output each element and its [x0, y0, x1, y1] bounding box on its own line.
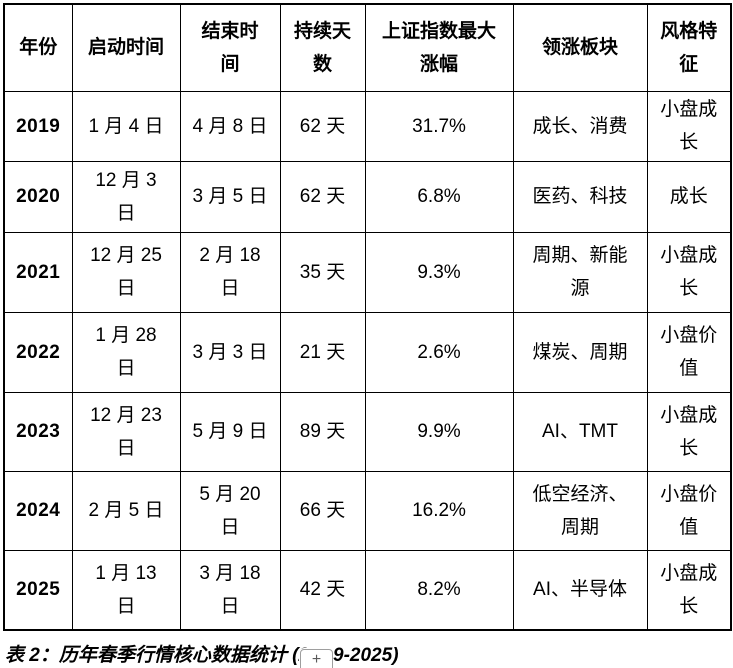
cell-end: 2 月 18 日: [179, 231, 281, 313]
cell-gain: 6.8%: [364, 160, 514, 233]
cell-end: 4 月 8 日: [179, 90, 281, 162]
cell-gain: 8.2%: [364, 549, 514, 631]
cell-gain: 2.6%: [364, 311, 514, 393]
cell-style: 成长: [646, 160, 732, 233]
caption-text-prefix: 表 2：历年春季行情核心数据统计 (2: [5, 645, 310, 666]
cell-start: 12 月 25 日: [71, 231, 181, 313]
cell-end: 3 月 18 日: [179, 549, 281, 631]
cell-start: 1 月 4 日: [71, 90, 181, 162]
col-header-style: 风格特 征: [646, 3, 732, 92]
cell-style: 小盘成 长: [646, 231, 732, 313]
cell-start: 1 月 28 日: [71, 311, 181, 393]
cell-sectors: 周期、新能 源: [512, 231, 648, 313]
col-header-days: 持续天 数: [279, 3, 366, 92]
table-row: 2020 12 月 3 日 3 月 5 日 62 天 6.8% 医药、科技 成长: [3, 160, 732, 233]
table-row: 2023 12 月 23 日 5 月 9 日 89 天 9.9% AI、TMT …: [3, 391, 732, 472]
cell-sectors: AI、半导体: [512, 549, 648, 631]
cell-gain: 31.7%: [364, 90, 514, 162]
cell-style: 小盘成 长: [646, 90, 732, 162]
cell-year: 2020: [3, 160, 73, 233]
cell-sectors: 医药、科技: [512, 160, 648, 233]
cell-year: 2024: [3, 470, 73, 551]
table-row: 2024 2 月 5 日 5 月 20 日 66 天 16.2% 低空经济、 周…: [3, 470, 732, 551]
cell-style: 小盘价 值: [646, 470, 732, 551]
cell-end: 3 月 5 日: [179, 160, 281, 233]
cell-days: 35 天: [279, 231, 366, 313]
col-header-end: 结束时 间: [179, 3, 281, 92]
cell-sectors: 低空经济、 周期: [512, 470, 648, 551]
cell-style: 小盘价 值: [646, 311, 732, 393]
cell-sectors: 成长、消费: [512, 90, 648, 162]
cell-start: 12 月 23 日: [71, 391, 181, 472]
cell-days: 42 天: [279, 549, 366, 631]
cell-style: 小盘成 长: [646, 391, 732, 472]
cell-gain: 9.9%: [364, 391, 514, 472]
cell-gain: 9.3%: [364, 231, 514, 313]
cell-year: 2025: [3, 549, 73, 631]
table-row: 2022 1 月 28 日 3 月 3 日 21 天 2.6% 煤炭、周期 小盘…: [3, 311, 732, 393]
cell-end: 3 月 3 日: [179, 311, 281, 393]
cell-sectors: AI、TMT: [512, 391, 648, 472]
table-row: 2021 12 月 25 日 2 月 18 日 35 天 9.3% 周期、新能 …: [3, 231, 732, 313]
table-caption: 表 2：历年春季行情核心数据统计 (2 +9-2025): [5, 640, 733, 668]
table-row: 2025 1 月 13 日 3 月 18 日 42 天 8.2% AI、半导体 …: [3, 549, 732, 631]
table-header-row: 年份 启动时间 结束时 间 持续天 数 上证指数最大 涨幅 领涨板块 风格特 征: [3, 3, 732, 92]
cell-style: 小盘成 长: [646, 549, 732, 631]
cell-end: 5 月 20 日: [179, 470, 281, 551]
cell-sectors: 煤炭、周期: [512, 311, 648, 393]
col-header-start: 启动时间: [71, 3, 181, 92]
cell-year: 2022: [3, 311, 73, 393]
cell-days: 21 天: [279, 311, 366, 393]
cell-year: 2023: [3, 391, 73, 472]
cell-days: 62 天: [279, 160, 366, 233]
cell-start: 12 月 3 日: [71, 160, 181, 233]
cell-year: 2021: [3, 231, 73, 313]
cell-start: 2 月 5 日: [71, 470, 181, 551]
cell-end: 5 月 9 日: [179, 391, 281, 472]
cell-year: 2019: [3, 90, 73, 162]
cell-days: 62 天: [279, 90, 366, 162]
spring-rally-table: 年份 启动时间 结束时 间 持续天 数 上证指数最大 涨幅 领涨板块 风格特 征…: [3, 3, 732, 631]
table-row: 2019 1 月 4 日 4 月 8 日 62 天 31.7% 成长、消费 小盘…: [3, 90, 732, 162]
insert-plus-button[interactable]: +: [300, 649, 334, 668]
col-header-year: 年份: [3, 3, 73, 92]
cell-days: 66 天: [279, 470, 366, 551]
col-header-gain: 上证指数最大 涨幅: [364, 3, 514, 92]
cell-gain: 16.2%: [364, 470, 514, 551]
cell-start: 1 月 13 日: [71, 549, 181, 631]
caption-text-suffix: 9-2025): [333, 645, 399, 666]
col-header-sectors: 领涨板块: [512, 3, 648, 92]
cell-days: 89 天: [279, 391, 366, 472]
